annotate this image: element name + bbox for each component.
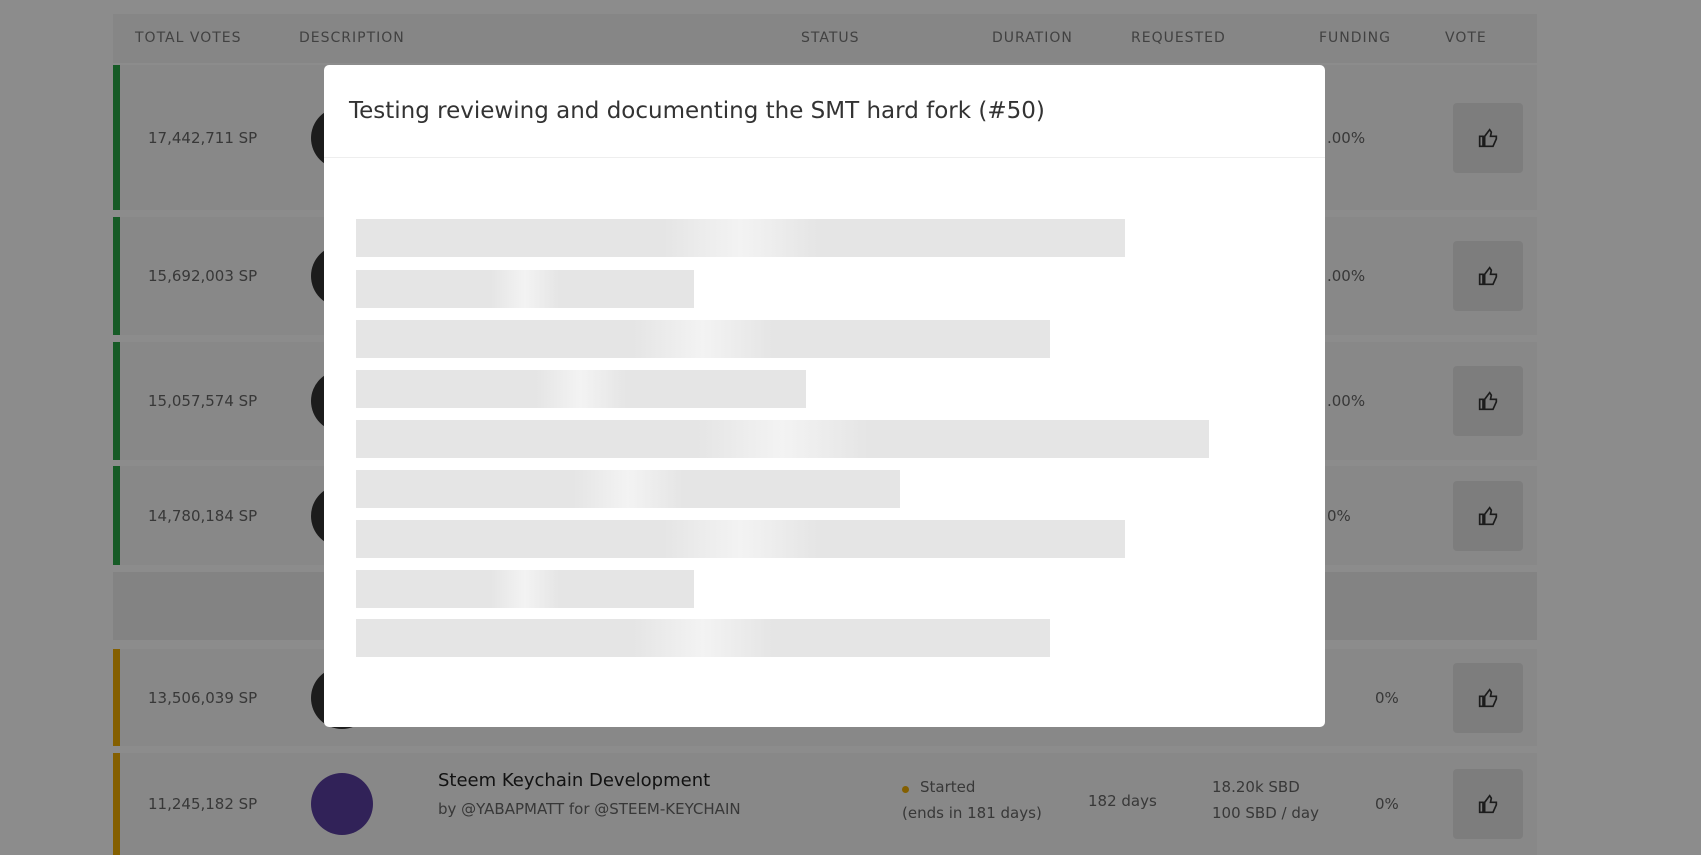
duration: 182 days xyxy=(1088,792,1157,810)
vote-button[interactable] xyxy=(1453,366,1523,436)
byline: by @YABAPMATT for @STEEM-KEYCHAIN xyxy=(438,800,741,818)
vote-button[interactable] xyxy=(1453,769,1523,839)
thumb-icon xyxy=(1478,391,1498,411)
avatar xyxy=(311,773,373,835)
status-dot xyxy=(902,786,909,793)
total-votes: 13,506,039 SP xyxy=(148,688,258,707)
thumb-icon xyxy=(1478,505,1498,525)
skeleton xyxy=(356,619,1050,657)
skeleton xyxy=(356,520,1125,558)
funding: 0% xyxy=(1327,506,1351,525)
skeleton xyxy=(356,420,1209,458)
thumb-icon xyxy=(1478,266,1498,286)
skeleton xyxy=(356,470,900,508)
col-header: DESCRIPTION xyxy=(299,30,405,46)
skeleton xyxy=(356,570,694,608)
ends: (ends in 181 days) xyxy=(902,804,1042,822)
thumb-icon xyxy=(1478,127,1498,147)
col-header: DURATION xyxy=(992,30,1073,46)
funding: 0% xyxy=(1375,795,1399,813)
proposal-title: Steem Keychain Development xyxy=(438,770,711,791)
vote-button[interactable] xyxy=(1453,241,1523,311)
col-header: VOTE xyxy=(1445,30,1487,46)
funding: 0% xyxy=(1375,688,1399,707)
funding: .00% xyxy=(1327,392,1366,410)
total-votes: 17,442,711 SP xyxy=(148,128,258,147)
skeleton xyxy=(356,219,1125,257)
thumb-icon xyxy=(1478,687,1498,707)
per-day: 100 SBD / day xyxy=(1212,804,1319,822)
requested: 18.20k SBD xyxy=(1212,778,1300,796)
skeleton xyxy=(356,370,806,408)
total-votes: 11,245,182 SP xyxy=(148,795,258,813)
table-row: 11,245,182 SP 0% Steem Keychain Developmen… xyxy=(113,753,1537,855)
col-header: FUNDING xyxy=(1319,30,1392,46)
divider xyxy=(324,157,1325,158)
total-votes: 14,780,184 SP xyxy=(148,506,258,525)
funding: .00% xyxy=(1327,128,1366,147)
col-header: STATUS xyxy=(801,30,860,46)
col-header: TOTAL VOTES xyxy=(135,30,242,46)
skeleton xyxy=(356,270,694,308)
table-header xyxy=(113,14,1537,63)
funding: .00% xyxy=(1327,267,1366,285)
total-votes: 15,057,574 SP xyxy=(148,392,258,410)
status: Started xyxy=(920,778,976,796)
total-votes: 15,692,003 SP xyxy=(148,267,258,285)
vote-button[interactable] xyxy=(1453,480,1523,551)
modal-title: Testing reviewing and documenting the SM… xyxy=(349,98,1045,124)
modal: Testing reviewing and documenting the SM… xyxy=(324,65,1325,727)
skeleton xyxy=(356,320,1050,358)
thumb-icon xyxy=(1478,794,1498,814)
vote-button[interactable] xyxy=(1453,102,1523,173)
vote-button[interactable] xyxy=(1453,662,1523,733)
col-header: REQUESTED xyxy=(1131,30,1226,46)
